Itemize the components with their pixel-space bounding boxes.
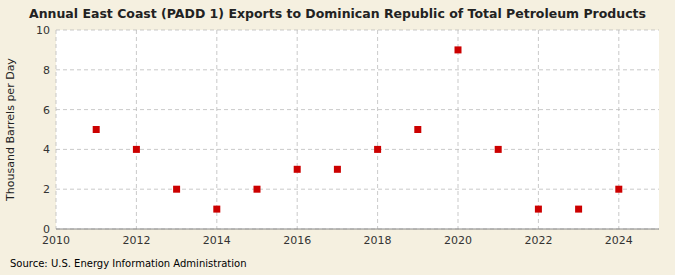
point: [93, 126, 100, 133]
x-tick-label: 2020: [444, 234, 472, 247]
x-tick-label: 2012: [122, 234, 150, 247]
point: [213, 206, 220, 213]
x-tick-label: 2014: [203, 234, 231, 247]
x-grid-line: [618, 30, 619, 229]
y-axis-label: Thousand Barrels per Day: [4, 58, 17, 202]
title: Annual East Coast (PADD 1) Exports to Do…: [29, 6, 646, 21]
plot-area: [56, 30, 659, 229]
y-grid-line: [56, 229, 659, 230]
y-tick-label: 2: [43, 183, 50, 196]
y-tick-label: 6: [43, 104, 50, 117]
point: [535, 206, 542, 213]
y-tick-label: 0: [43, 223, 50, 236]
y-tick-label: 10: [36, 24, 50, 37]
point: [615, 186, 622, 193]
point: [374, 146, 381, 153]
x-tick-label: 2022: [524, 234, 552, 247]
x-grid-line: [136, 30, 137, 229]
y-tick-label: 4: [43, 143, 50, 156]
chart: Annual East Coast (PADD 1) Exports to Do…: [0, 0, 675, 275]
point: [414, 126, 421, 133]
x-grid-line: [538, 30, 539, 229]
y-grid-line: [56, 109, 659, 110]
point: [173, 186, 180, 193]
point: [334, 166, 341, 173]
x-tick-label: 2018: [364, 234, 392, 247]
x-grid-line: [297, 30, 298, 229]
x-axis-line: [56, 229, 659, 230]
points: [93, 46, 623, 212]
source-note: Source: U.S. Energy Information Administ…: [10, 258, 247, 269]
x-grid-line: [377, 30, 378, 229]
x-grid-line: [56, 30, 57, 229]
y-grid-line: [56, 149, 659, 150]
x-grid-line: [216, 30, 217, 229]
y-grid-line: [56, 69, 659, 70]
x-tick-label: 2016: [283, 234, 311, 247]
point: [294, 166, 301, 173]
y-grid-line: [56, 189, 659, 190]
y-grid-line: [56, 30, 659, 31]
grid: [56, 30, 659, 229]
point: [575, 206, 582, 213]
point: [455, 46, 462, 53]
point: [495, 146, 502, 153]
y-tick-label: 8: [43, 64, 50, 77]
x-tick-label: 2024: [605, 234, 633, 247]
point: [254, 186, 261, 193]
background: [0, 0, 675, 275]
x-grid-line: [458, 30, 459, 229]
point: [133, 146, 140, 153]
